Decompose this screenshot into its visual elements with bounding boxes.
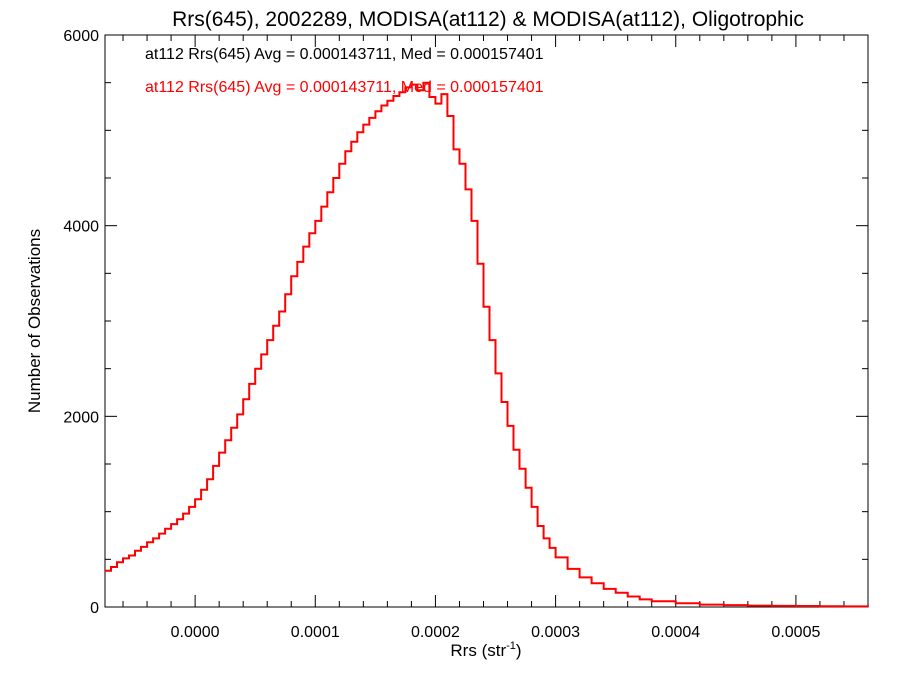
y-tick-label: 2000 [63,409,99,426]
y-tick-label: 0 [90,600,99,617]
x-axis-label-base: Rrs (str [450,641,506,660]
plot-area [104,34,869,608]
y-axis-label: Number of Observations [25,229,44,413]
x-tick-label: 0.0004 [651,624,700,641]
x-tick-label: 0.0001 [291,624,340,641]
x-tick-label: 0.0003 [531,624,580,641]
x-tick-label: 0.0000 [171,624,220,641]
series-line-at112 [105,81,869,608]
y-axis-ticks [105,34,868,608]
x-axis-label-superscript: -1 [506,640,516,652]
y-tick-label: 6000 [63,28,99,45]
x-axis-ticks [122,35,869,607]
chart-title: Rrs(645), 2002289, MODISA(at112) & MODIS… [172,8,804,31]
x-axis-tick-labels: 0.0000 0.0001 0.0002 0.0003 0.0004 0.0005 [171,624,821,641]
y-axis-tick-labels: 0 2000 4000 6000 [63,28,99,617]
legend-entry-red: at112 Rrs(645) Avg = 0.000143711, Med = … [145,79,544,96]
x-tick-label: 0.0005 [771,624,820,641]
x-axis-label-end: ) [516,641,522,660]
y-tick-label: 4000 [63,219,99,236]
x-tick-label: 0.0002 [411,624,460,641]
legend-entry-black: at112 Rrs(645) Avg = 0.000143711, Med = … [145,46,544,63]
plot-border [104,34,869,608]
x-axis-label: Rrs (str-1) [450,640,521,660]
